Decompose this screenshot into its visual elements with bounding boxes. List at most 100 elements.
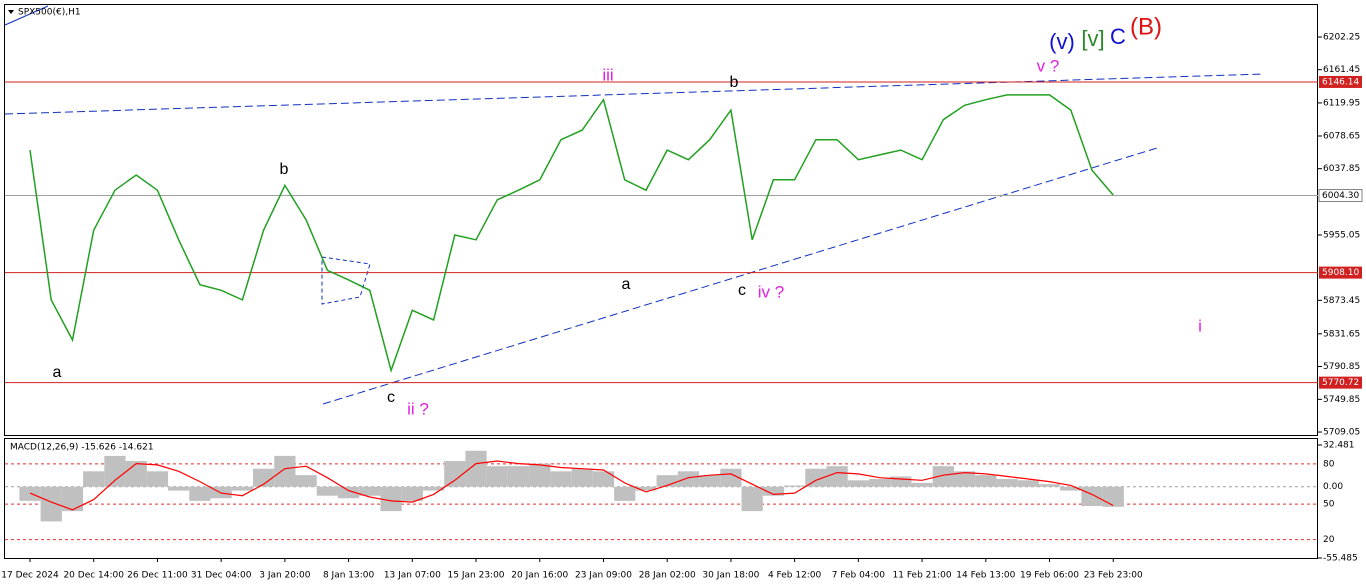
macd-bar xyxy=(295,475,317,487)
macd-bar xyxy=(805,468,827,487)
y-tick-label: 6161.45 xyxy=(1323,65,1360,75)
y-tick-label: 5955.05 xyxy=(1323,230,1360,240)
price-panel xyxy=(4,4,1318,436)
x-tick-label: 30 Jan 18:00 xyxy=(702,571,759,581)
macd-bar xyxy=(762,486,785,496)
x-tick-label: 15 Jan 23:00 xyxy=(448,571,505,581)
macd-bar xyxy=(1017,480,1039,487)
level-label: 5908.10 xyxy=(1322,268,1359,278)
signal-line xyxy=(29,460,1114,511)
wave-label: i xyxy=(1198,316,1202,335)
macd-bar xyxy=(1060,486,1082,491)
macd-bar xyxy=(316,486,338,496)
x-tick-label: 3 Jan 20:00 xyxy=(259,571,311,581)
macd-bar xyxy=(656,475,678,487)
macd-bar xyxy=(61,486,84,512)
macd-bar xyxy=(635,486,657,491)
macd-bar xyxy=(231,486,254,491)
x-tick-label: 26 Dec 11:00 xyxy=(127,571,188,581)
macd-bar xyxy=(104,455,126,487)
y-tick-label: 50 xyxy=(1323,500,1335,510)
price-line xyxy=(29,94,1114,373)
wave-label: c xyxy=(738,282,746,299)
macd-bar xyxy=(337,486,360,499)
x-tick-label: 7 Feb 04:00 xyxy=(832,571,886,581)
macd-bar xyxy=(189,486,211,501)
macd-bar xyxy=(571,468,593,487)
macd-bar xyxy=(720,468,742,487)
x-tick-label: 31 Dec 04:00 xyxy=(191,571,252,581)
macd-bar xyxy=(40,486,62,522)
y-tick-label: 6078.65 xyxy=(1323,131,1360,141)
macd-bar xyxy=(868,479,891,487)
x-tick-label: 28 Jan 02:00 xyxy=(639,571,696,581)
macd-bar xyxy=(146,471,169,487)
level-label: 6146.14 xyxy=(1322,77,1359,87)
wave-label: a xyxy=(622,276,631,293)
x-tick-label: 13 Jan 07:00 xyxy=(384,571,441,581)
wave-label: iii xyxy=(602,65,613,84)
chart-title: SPX500(€),H1 xyxy=(18,8,81,18)
macd-bar xyxy=(83,471,105,487)
macd-bar xyxy=(677,471,700,487)
macd-bar xyxy=(784,485,806,487)
y-tick-label: 6119.95 xyxy=(1323,98,1360,108)
macd-bar xyxy=(253,468,275,487)
y-tick-label: 5873.45 xyxy=(1323,296,1360,306)
macd-bar xyxy=(380,486,402,512)
y-tick-label: 6037.85 xyxy=(1323,164,1360,174)
x-tick-label: 20 Dec 14:00 xyxy=(63,571,124,581)
wave-label: (B) xyxy=(1130,13,1162,40)
y-tick-label: 5749.85 xyxy=(1323,395,1360,405)
macd-bar xyxy=(359,486,381,496)
macd-bar xyxy=(614,486,636,501)
macd-bar xyxy=(168,486,190,491)
trendline xyxy=(4,5,49,26)
trendline xyxy=(322,147,1158,405)
y-tick-label: 5831.65 xyxy=(1323,329,1360,339)
y-tick-label: 5790.85 xyxy=(1323,362,1360,372)
macd-bar xyxy=(592,471,615,487)
macd-bar xyxy=(1102,486,1124,507)
x-tick-label: 14 Feb 13:00 xyxy=(956,571,1015,581)
y-tick-label: -55.485 xyxy=(1323,554,1358,564)
current-price-label: 6004.30 xyxy=(1322,191,1359,201)
macd-bar xyxy=(1038,484,1061,487)
macd-bar xyxy=(932,466,954,487)
y-tick-label: 80 xyxy=(1323,459,1335,469)
current-price-box xyxy=(1318,189,1363,203)
y-tick-label: 0.00 xyxy=(1323,482,1343,492)
x-tick-label: 8 Jan 13:00 xyxy=(323,571,375,581)
level-box xyxy=(1319,75,1362,88)
macd-bar xyxy=(741,486,763,512)
level-label: 5770.72 xyxy=(1322,378,1359,388)
x-tick-label: 19 Feb 06:00 xyxy=(1020,571,1079,581)
macd-bar xyxy=(401,486,423,501)
x-tick-label: 20 Jan 16:00 xyxy=(511,571,568,581)
macd-panel xyxy=(4,438,1318,559)
y-tick-label: 6202.25 xyxy=(1323,32,1360,42)
menu-arrow xyxy=(8,10,14,14)
x-tick-label: 17 Dec 2024 xyxy=(1,571,59,581)
wave-label: v ? xyxy=(1037,56,1060,75)
macd-bar xyxy=(465,450,487,487)
y-tick-label: 20 xyxy=(1323,535,1335,545)
macd-bar xyxy=(19,486,41,501)
macd-bar xyxy=(422,486,445,491)
macd-bar xyxy=(529,463,551,487)
x-tick-label: 4 Feb 12:00 xyxy=(768,571,822,581)
wave-label: C xyxy=(1110,24,1126,49)
macd-bar xyxy=(550,471,572,487)
macd-bar xyxy=(847,480,869,487)
wave-label: ii ? xyxy=(407,399,429,418)
wave-label: [v] xyxy=(1081,26,1104,51)
wave-label: a xyxy=(53,364,62,381)
macd-bar xyxy=(996,479,1018,487)
y-tick-label: 5709.05 xyxy=(1323,428,1360,438)
wave-label: b xyxy=(730,74,739,91)
macd-bar xyxy=(911,482,933,487)
wave-label: c xyxy=(387,389,395,406)
macd-title: MACD(12,26,9) -15.626 -14.621 xyxy=(10,443,154,453)
macd-bar xyxy=(699,475,721,487)
